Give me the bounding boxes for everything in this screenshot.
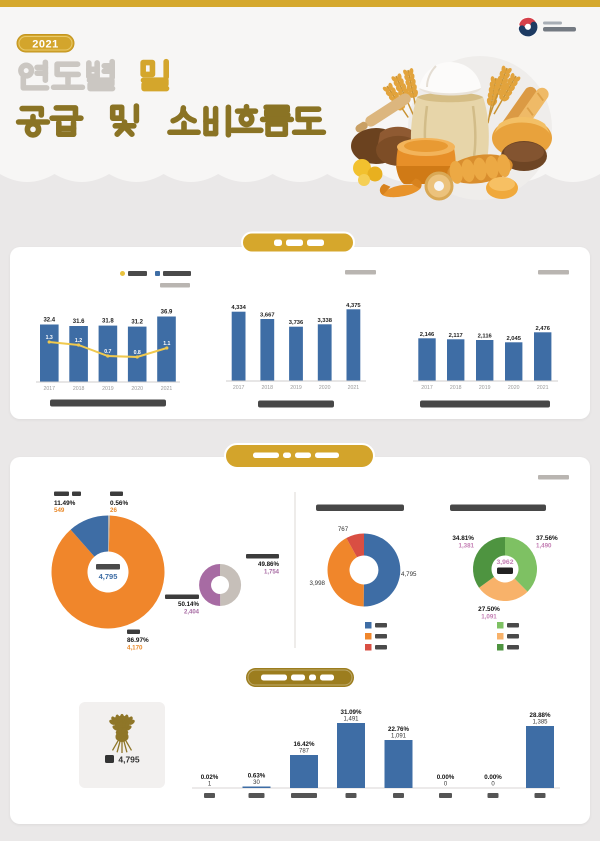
svg-text:30: 30 — [253, 780, 260, 786]
svg-text:16.42%: 16.42% — [294, 741, 315, 748]
svg-text:28.88%: 28.88% — [530, 712, 551, 719]
svg-text:1,091: 1,091 — [481, 614, 497, 621]
svg-text:31.09%: 31.09% — [341, 709, 362, 716]
svg-text:0.63%: 0.63% — [248, 773, 266, 780]
svg-text:36.9: 36.9 — [161, 310, 173, 316]
svg-text:86.97%: 86.97% — [127, 637, 149, 644]
svg-text:26: 26 — [110, 507, 117, 514]
svg-text:2020: 2020 — [131, 386, 143, 392]
svg-text:2017: 2017 — [44, 386, 56, 392]
svg-text:2019: 2019 — [290, 385, 302, 391]
svg-text:2,404: 2,404 — [184, 610, 200, 616]
svg-text:37.56%: 37.56% — [536, 535, 558, 542]
svg-text:1,754: 1,754 — [264, 570, 280, 576]
svg-text:1,385: 1,385 — [532, 720, 548, 726]
svg-text:31.8: 31.8 — [102, 319, 114, 325]
svg-text:50.14%: 50.14% — [178, 601, 199, 608]
svg-text:2021: 2021 — [161, 386, 173, 392]
svg-text:2,146: 2,146 — [420, 332, 435, 338]
svg-text:3,962: 3,962 — [496, 559, 513, 566]
svg-text:1,491: 1,491 — [343, 717, 359, 723]
svg-text:2021: 2021 — [537, 385, 549, 391]
svg-text:4,795: 4,795 — [99, 572, 118, 581]
svg-text:0.8: 0.8 — [134, 350, 141, 356]
svg-text:3,667: 3,667 — [260, 313, 275, 319]
svg-text:1,091: 1,091 — [391, 734, 407, 740]
svg-text:3,338: 3,338 — [317, 318, 332, 324]
svg-text:2021: 2021 — [348, 385, 360, 391]
svg-text:4,334: 4,334 — [231, 305, 246, 311]
svg-text:4,170: 4,170 — [127, 645, 143, 652]
svg-text:2,476: 2,476 — [535, 326, 550, 332]
svg-text:2,116: 2,116 — [478, 334, 493, 340]
svg-text:11.49%: 11.49% — [54, 500, 76, 507]
svg-text:49.86%: 49.86% — [258, 561, 279, 568]
svg-text:0.00%: 0.00% — [484, 774, 502, 781]
svg-text:2018: 2018 — [262, 385, 274, 391]
svg-text:0.7: 0.7 — [104, 349, 111, 355]
svg-text:4,375: 4,375 — [346, 303, 361, 309]
svg-text:0.00%: 0.00% — [437, 774, 455, 781]
svg-text:2,117: 2,117 — [449, 333, 463, 339]
svg-text:27.50%: 27.50% — [478, 606, 500, 613]
svg-text:1,490: 1,490 — [536, 543, 552, 550]
svg-text:32.4: 32.4 — [43, 318, 55, 324]
svg-text:2020: 2020 — [508, 385, 520, 391]
svg-text:31.6: 31.6 — [73, 319, 85, 325]
svg-text:4,795: 4,795 — [118, 755, 140, 765]
svg-text:0: 0 — [444, 782, 448, 788]
svg-text:549: 549 — [54, 507, 65, 514]
svg-text:787: 787 — [299, 749, 310, 755]
svg-text:2020: 2020 — [319, 385, 331, 391]
svg-text:3,998: 3,998 — [310, 580, 326, 587]
svg-text:4,795: 4,795 — [401, 571, 417, 578]
svg-text:2021: 2021 — [32, 39, 58, 51]
svg-text:34.81%: 34.81% — [452, 535, 474, 542]
svg-text:2019: 2019 — [479, 385, 491, 391]
svg-text:0: 0 — [491, 782, 495, 788]
svg-text:31.2: 31.2 — [131, 320, 143, 326]
svg-text:2017: 2017 — [421, 385, 433, 391]
svg-text:1.3: 1.3 — [46, 335, 53, 341]
svg-text:2017: 2017 — [233, 385, 245, 391]
svg-text:1,381: 1,381 — [459, 543, 475, 550]
svg-text:2018: 2018 — [450, 385, 462, 391]
svg-text:2019: 2019 — [102, 386, 114, 392]
svg-text:1: 1 — [208, 782, 212, 788]
svg-text:3,736: 3,736 — [289, 320, 304, 326]
svg-text:1.1: 1.1 — [163, 341, 170, 347]
svg-text:2,045: 2,045 — [506, 336, 521, 342]
svg-text:2018: 2018 — [73, 386, 85, 392]
svg-text:0.56%: 0.56% — [110, 500, 128, 507]
svg-text:1.2: 1.2 — [75, 338, 82, 344]
svg-text:767: 767 — [338, 526, 349, 533]
svg-text:0.02%: 0.02% — [201, 774, 219, 781]
svg-text:22.76%: 22.76% — [388, 726, 409, 733]
